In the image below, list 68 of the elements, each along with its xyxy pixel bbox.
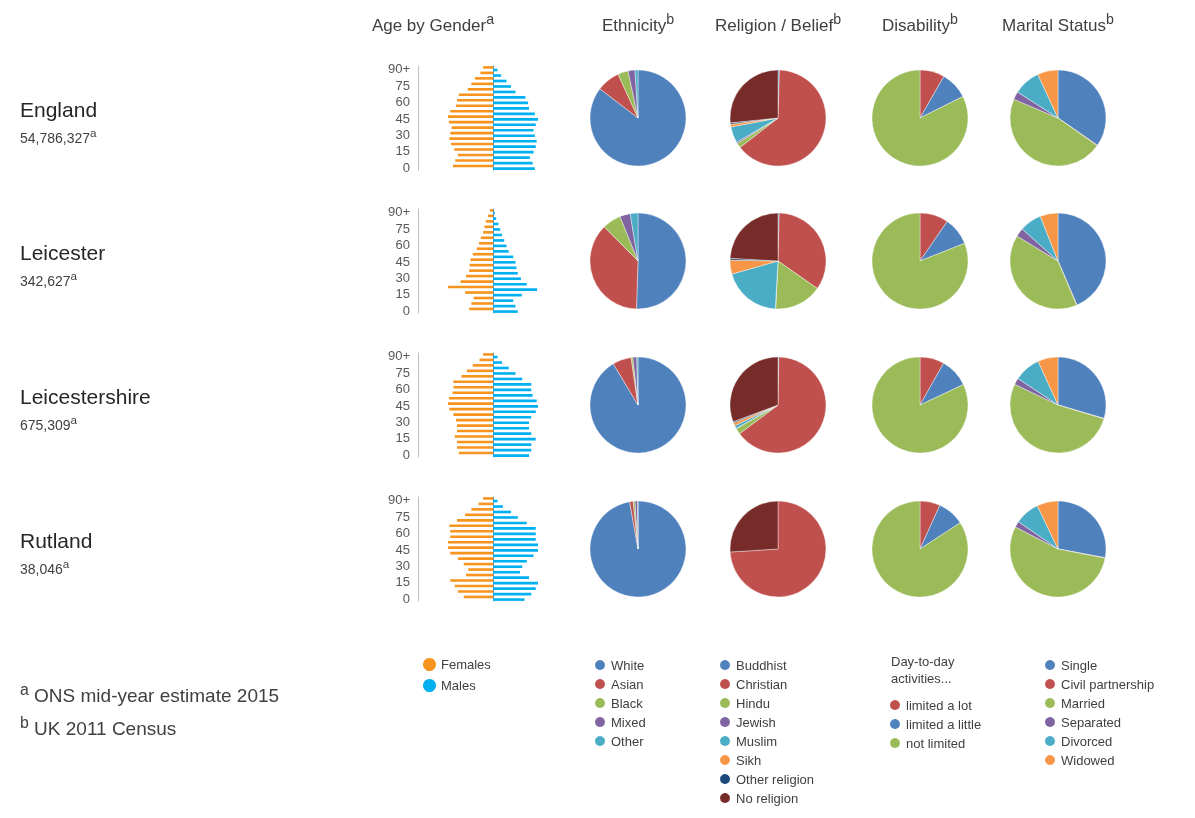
text: Leicester	[20, 241, 106, 265]
y-tick-label: 15	[395, 143, 410, 159]
y-tick-label: 45	[395, 541, 410, 557]
y-tick-label: 15	[395, 574, 410, 590]
y-tick-label: 0	[402, 590, 410, 606]
legend-label: Asian	[611, 676, 644, 692]
text: 675,309$^{a}$	[20, 413, 79, 433]
chart-title: Ethnicity$^{b}$	[601, 11, 675, 35]
y-tick-label: 90+	[387, 61, 410, 77]
text: 38,046$^{a}$	[20, 557, 71, 577]
y-tick-label: 90+	[387, 204, 410, 220]
y-tick-label: 90+	[387, 492, 410, 508]
legend-label: No religion	[736, 790, 799, 806]
legend-label: limited a little	[906, 716, 982, 732]
legend-label: Single	[1061, 657, 1098, 673]
text: $^{b}$ UK 2011 Census	[20, 713, 178, 742]
legend-label: Married	[1061, 695, 1106, 711]
y-tick-label: 60	[395, 94, 410, 110]
chart-title: Marital Status$^{b}$	[1001, 11, 1115, 37]
y-tick-label: 60	[395, 381, 410, 397]
y-tick-label: 0	[402, 302, 410, 318]
legend-title: Day-to-day activities...	[891, 653, 956, 687]
legend-label: Widowed	[1061, 752, 1115, 768]
y-tick-label: 15	[395, 430, 410, 446]
legend-label: Christian	[736, 676, 788, 692]
legend-label: Separated	[1061, 714, 1121, 730]
text: 342,627$^{a}$	[20, 269, 79, 289]
legend-label: White	[611, 657, 645, 673]
text: 54,786,327$^{a}$	[20, 126, 98, 146]
y-tick-label: 45	[395, 110, 410, 126]
legend-label: not limited	[906, 735, 966, 751]
y-tick-label: 15	[395, 286, 410, 302]
y-tick-label: 45	[395, 397, 410, 413]
legend-label: Sikh	[736, 752, 762, 768]
legend-label: Other	[611, 733, 645, 749]
legend-label: limited a lot	[906, 697, 973, 713]
legend-label: Civil partnership	[1061, 676, 1155, 692]
text: England	[20, 98, 98, 122]
legend-label: Hindu	[736, 695, 770, 711]
legend-label: Other religion	[736, 771, 815, 787]
y-tick-label: 0	[402, 446, 410, 462]
y-tick-label: 60	[395, 237, 410, 253]
legend-label: Males	[441, 678, 477, 693]
y-tick-label: 90+	[387, 348, 410, 364]
y-tick-label: 45	[395, 253, 410, 269]
y-tick-label: 75	[395, 364, 410, 380]
chart-title: Disability$^{b}$	[881, 11, 959, 37]
y-tick-label: 0	[402, 159, 410, 175]
y-tick-label: 30	[395, 557, 410, 573]
legend-label: Buddhist	[736, 657, 787, 673]
y-tick-label: 60	[395, 525, 410, 541]
legend-label: Mixed	[611, 714, 646, 730]
y-tick-label: 75	[395, 77, 410, 93]
legend-label: Black	[611, 695, 644, 711]
y-tick-label: 75	[395, 508, 410, 524]
chart-title: Age by Gender$^{a}$	[370, 11, 496, 37]
y-tick-label: 30	[395, 126, 410, 142]
legend-label: Muslim	[736, 733, 778, 749]
legend-label: Females	[441, 657, 492, 672]
text: Rutland	[20, 529, 93, 553]
chart-title: Religion / Belief$^{b}$	[714, 11, 842, 37]
text: Leicestershire	[20, 385, 151, 409]
y-tick-label: 30	[395, 269, 410, 285]
text: $^{a}$ ONS mid-year estimate 2015	[20, 680, 280, 709]
y-tick-label: 30	[395, 413, 410, 429]
legend-label: Divorced	[1061, 733, 1113, 749]
y-tick-label: 75	[395, 220, 410, 236]
legend-label: Jewish	[736, 714, 776, 730]
